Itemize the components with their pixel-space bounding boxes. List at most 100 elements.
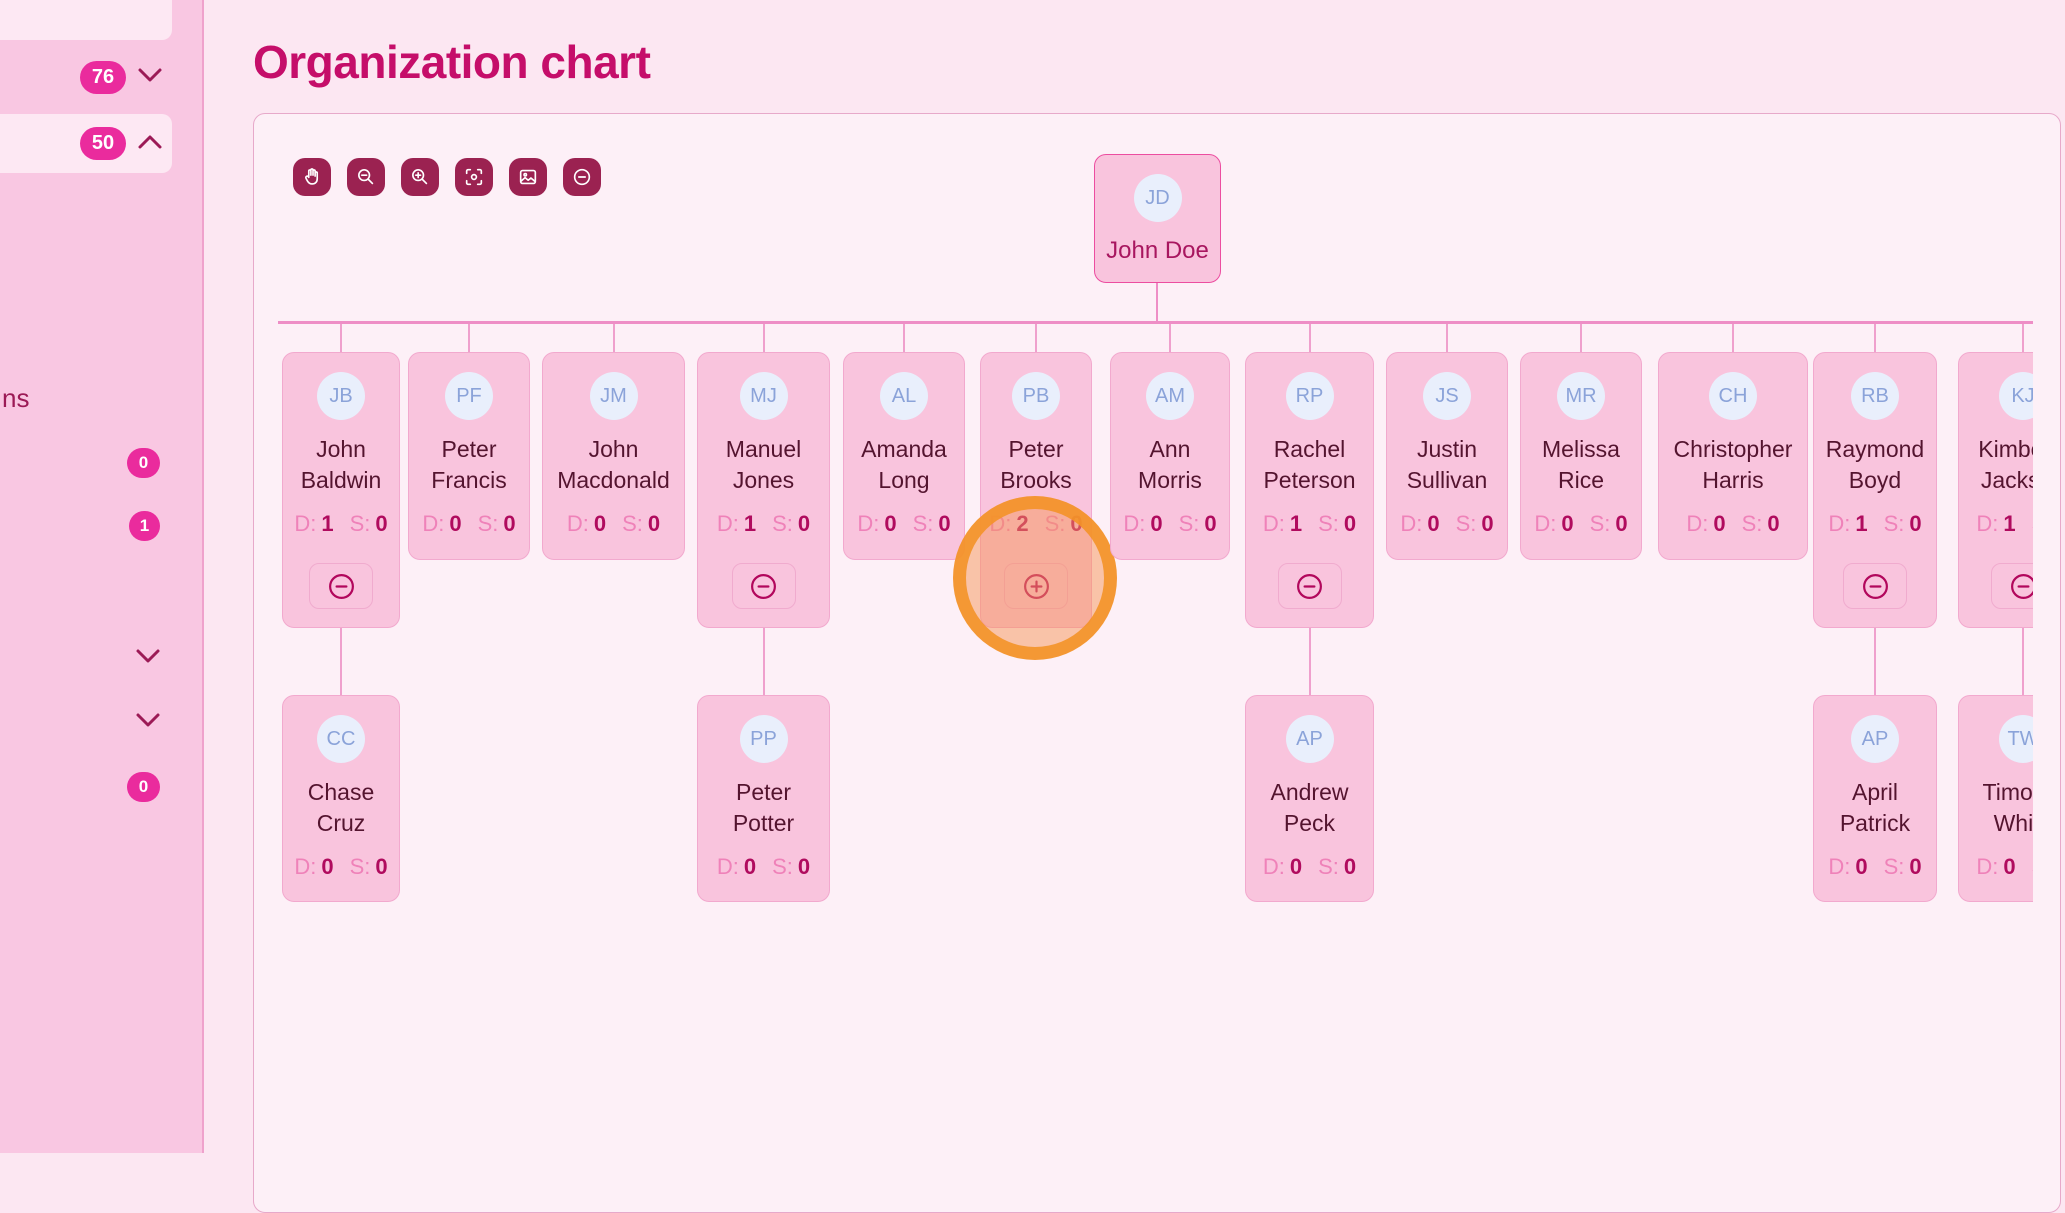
chevron-down-icon[interactable] [135,712,161,729]
stat-value: 0 [593,511,607,536]
org-node[interactable]: AP Andrew Peck D: 0 S: 0 [1245,695,1374,902]
stat-value: 0 [1909,511,1922,536]
org-node[interactable]: JB John Baldwin D: 1 S: 0 [282,352,400,628]
stat-value: 0 [1561,511,1574,536]
org-node[interactable]: CH Christopher Harris D: 0 S: 0 [1658,352,1808,560]
node-name-line: Long [878,467,930,493]
org-node[interactable]: JM John Macdonald D: 0 S: 0 [542,352,685,560]
stat-value: 0 [321,854,334,879]
expand-node-button[interactable] [1004,563,1068,609]
export-image-icon [519,169,537,185]
node-name-line: Patrick [1839,810,1911,836]
node-name: Peter Francis [409,434,529,496]
org-node[interactable]: MR Melissa Rice D: 0 S: 0 [1520,352,1642,560]
stat-value: 0 [1150,511,1163,536]
stat-label: D: [1828,511,1851,536]
org-node[interactable]: AL Amanda Long D: 0 S: 0 [843,352,965,560]
avatar: JD [1133,174,1182,222]
avatar: JM [589,372,638,420]
avatar: MJ [739,372,788,420]
node-name-line: John [316,436,366,462]
chart-toolbar [293,158,601,196]
zoom-in-icon [412,169,428,185]
stat-value: 0 [1343,854,1357,879]
stat-label: D: [1828,854,1851,879]
node-name-line: April [1851,779,1898,805]
connector-line [468,324,470,352]
connector-line [1156,283,1158,321]
node-name-line: Macdonald [557,467,670,493]
org-node[interactable]: RB Raymond Boyd D: 1 S: 0 [1813,352,1937,628]
stat-value: 0 [449,511,462,536]
center-view-button[interactable] [455,158,493,196]
stat-label: D: [989,511,1012,536]
node-name-line: Peck [1283,810,1336,836]
org-node[interactable]: JS Justin Sullivan D: 0 S: 0 [1386,352,1508,560]
circle-minus-icon [751,573,776,599]
collapse-all-button[interactable] [563,158,601,196]
node-name-line: Morris [1138,467,1202,493]
chevron-up-icon[interactable] [137,133,163,150]
stat-label: D: [716,854,739,879]
node-name: April Patrick [1814,777,1936,839]
org-node[interactable]: KJKimberlyJacksonD:1S:0 [1958,352,2033,628]
connector-line [340,324,342,352]
org-node[interactable]: RP Rachel Peterson D: 1 S: 0 [1245,352,1374,628]
node-name-line: Raymond [1825,436,1925,462]
stat-label: D: [422,511,445,536]
collapse-node-button[interactable] [1991,563,2033,609]
org-node[interactable]: AM Ann Morris D: 0 S: 0 [1110,352,1230,560]
avatar: PF [445,372,493,420]
stat-label: D: [1976,854,1999,879]
node-name-line: John Doe [1106,237,1209,264]
connector-line [612,324,615,352]
org-chart-canvas[interactable]: JD John Doe JB John Baldwin D: 1 S: 0 CC Chase Cruz… [254,114,2033,1152]
connector-line [340,628,342,695]
node-name-line: Ann [1149,436,1191,462]
stat-label: D: [1976,511,1999,536]
stat-label: D: [1534,511,1557,536]
stat-label: D: [294,854,317,879]
org-node[interactable]: PF Peter Francis D: 0 S: 0 [408,352,530,560]
hand-pan-icon [305,168,319,185]
collapse-node-button[interactable] [1277,563,1342,609]
org-node[interactable]: PP Peter Potter D: 0 S: 0 [697,695,830,902]
descendants-siblings-stats: D: 2 S: 0 [989,511,1082,537]
circle-minus-icon [1297,573,1322,599]
org-node[interactable]: CC Chase Cruz D: 0 S: 0 [282,695,400,902]
node-name-line: White [1993,810,2033,836]
node-name-line: Jones [732,467,795,493]
sidebar-badge-count: 0 [127,772,160,802]
stat-value: 0 [1343,511,1357,536]
org-node[interactable]: MJ Manuel Jones D: 1 S: 0 [697,352,830,628]
export-image-button[interactable] [509,158,547,196]
connector-line [1169,324,1171,352]
node-name: Manuel Jones [698,434,829,496]
sidebar: 76 50 ns 0 1 0 [0,0,203,1153]
zoom-out-button[interactable] [347,158,385,196]
org-node[interactable]: TWTimothyWhiteD:0S:0 [1958,695,2033,902]
chevron-down-icon[interactable] [137,67,163,84]
collapse-node-button[interactable] [731,563,796,609]
collapse-node-button[interactable] [309,563,373,609]
stat-label: D: [1262,854,1285,879]
pan-button[interactable] [293,158,331,196]
chevron-down-icon[interactable] [135,648,161,665]
org-node[interactable]: PB Peter Brooks D: 2 S: 0 [980,352,1092,628]
stat-label: S: [622,511,643,536]
zoom-in-button[interactable] [401,158,439,196]
org-node-root[interactable]: JD John Doe [1094,154,1221,283]
sidebar-item-top[interactable] [0,0,172,40]
node-name: John Doe [1095,235,1220,266]
org-node[interactable]: AP April Patrick D: 0 S: 0 [1813,695,1937,902]
collapse-node-button[interactable] [1843,563,1907,609]
stat-label: S: [1318,511,1339,536]
descendants-siblings-stats: D:1S:0 [1976,511,2033,537]
node-name: Chase Cruz [283,777,399,839]
connector-line [1446,324,1448,352]
